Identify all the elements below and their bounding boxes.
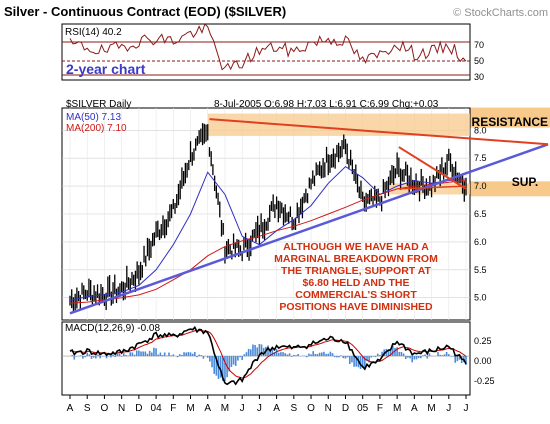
resistance-label: RESISTANCE [472, 115, 548, 129]
x-tick-label: D [342, 403, 349, 414]
price-tick-label: 8.0 [474, 125, 487, 135]
support-label: SUP. [512, 175, 538, 189]
macd-panel: MACD(12,26,9) -0.08 0.25 0.00 -0.25 [61, 321, 495, 396]
support-label-bg [470, 181, 550, 197]
x-tick-label: F [377, 403, 383, 414]
x-tick-label: A [411, 403, 418, 414]
rsi-panel: RSI(14) 40.2 2-year chart 70 50 30 [61, 23, 484, 82]
x-tick-label: O [101, 403, 109, 414]
x-tick-label: J [464, 403, 469, 414]
resistance-label-bg [470, 107, 550, 128]
chart-title: Silver - Continuous Contract (EOD) ($SIL… [4, 4, 286, 19]
price-tick-label: 6.5 [474, 209, 487, 219]
annotation-line: $6.80 HELD AND THE [303, 277, 410, 289]
ma200-label: MA(200) 7.10 [66, 123, 127, 134]
triangle-upper-line [398, 146, 467, 190]
price-tick-label: 5.5 [474, 265, 487, 275]
rsi-tick-50: 50 [474, 56, 484, 66]
x-tick-label: M [186, 403, 194, 414]
x-tick-label: J [446, 403, 451, 414]
x-tick-label: D [135, 403, 142, 414]
annotation-line: MARGINAL BREAKDOWN FROM [274, 253, 438, 265]
annotation-line: ALTHOUGH WE HAVE HAD A [283, 241, 429, 253]
x-tick-label: 05 [357, 403, 369, 414]
x-tick-label: J [257, 403, 262, 414]
watermark: © StockCharts.com [453, 7, 548, 19]
price-tick-label: 5.0 [474, 293, 487, 303]
rsi-line [69, 24, 467, 71]
resistance-zone [207, 113, 470, 136]
triangle-lower-line [398, 185, 467, 190]
macd-tick-pos: 0.25 [474, 336, 492, 346]
x-tick-label: M [427, 403, 435, 414]
price-tick-label: 7.0 [474, 181, 487, 191]
chart-note: 2-year chart [66, 61, 146, 77]
x-tick-label: 04 [151, 403, 163, 414]
support-trendline [69, 143, 549, 315]
rsi-frame [61, 23, 471, 81]
annotation-line: COMMERCIAL'S SHORT [295, 289, 417, 301]
rsi-tick-70: 70 [474, 40, 484, 50]
rsi-label: RSI(14) 40.2 [65, 27, 122, 38]
x-tick-label: A [273, 403, 280, 414]
price-tick-label: 7.5 [474, 153, 487, 163]
x-tick-label: M [221, 403, 229, 414]
macd-tick-zero: 0.00 [474, 356, 492, 366]
macd-line [69, 325, 467, 386]
price-tick-label: 6.0 [474, 237, 487, 247]
macd-signal-line [69, 329, 467, 379]
x-tick-label: A [67, 403, 74, 414]
x-axis: A S O N D 04 F M A M J J A S O N D 05 F M A M J J [67, 395, 469, 414]
ma50-label: MA(50) 7.13 [66, 112, 121, 123]
resistance-trendline [209, 118, 549, 146]
price-panel: 8.0 7.5 7.0 6.5 6.0 5.5 5.0 $SILVER Daily 8-Ju… [61, 99, 549, 321]
ohlc-readout: 8-Jul-2005 O:6.98 H:7.03 L:6.91 C:6.99 C… [214, 99, 439, 110]
x-tick-label: N [325, 403, 332, 414]
annotation-line: THE TRIANGLE, SUPPORT AT [281, 265, 432, 277]
x-tick-label: S [290, 403, 297, 414]
x-tick-label: A [204, 403, 211, 414]
x-tick-label: F [170, 403, 176, 414]
annotation-line: POSITIONS HAVE DIMINISHED [279, 301, 433, 313]
x-tick-label: S [84, 403, 91, 414]
x-tick-label: J [240, 403, 245, 414]
ma50-line [69, 165, 467, 301]
symbol-label: $SILVER Daily [66, 99, 131, 110]
macd-tick-neg: -0.25 [474, 376, 495, 386]
macd-label: MACD(12,26,9) -0.08 [65, 323, 160, 334]
x-tick-label: O [307, 403, 315, 414]
x-tick-label: N [118, 403, 125, 414]
rsi-tick-30: 30 [474, 72, 484, 82]
x-tick-label: M [393, 403, 401, 414]
